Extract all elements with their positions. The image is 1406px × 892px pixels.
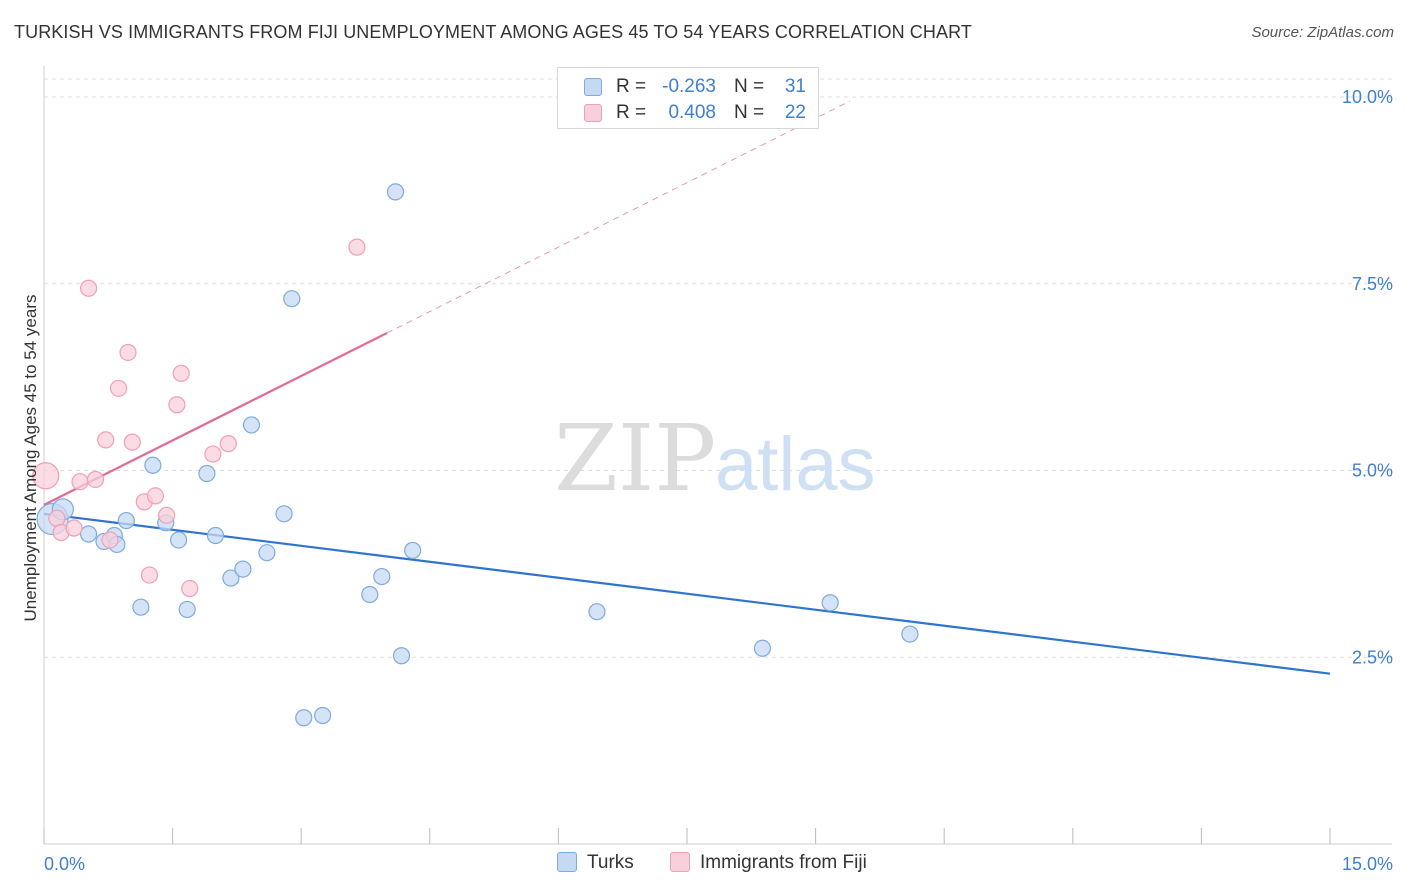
fiji-point (101, 531, 119, 549)
watermark-atlas: atlas (715, 422, 876, 507)
turks-point (170, 531, 188, 549)
fiji-point (48, 509, 66, 527)
turks-point (222, 569, 240, 587)
y-axis-label: Unemployment Among Ages 45 to 54 years (21, 295, 40, 622)
turks-swatch (584, 78, 602, 96)
turks-trend-line (43, 512, 1331, 675)
turks-point (392, 647, 411, 665)
turks-point (206, 526, 225, 545)
n-value: 22 (784, 102, 806, 123)
fiji-point (71, 473, 89, 491)
fiji-point (123, 433, 141, 451)
correlation-legend: R = -0.263 N = 31 R = 0.408 N = 22 (557, 67, 819, 129)
fiji-point (348, 238, 366, 256)
fiji-point (32, 462, 60, 490)
watermark: ZIP atlas (554, 405, 876, 512)
fiji-point (146, 487, 165, 505)
r-value: 0.408 (668, 102, 716, 123)
fiji-point (172, 364, 190, 382)
legend-item-turks[interactable]: Turks (557, 852, 634, 874)
fiji-point (157, 506, 176, 524)
fiji-point (119, 343, 137, 362)
n-label: N = (734, 76, 765, 97)
turks-point (361, 585, 379, 604)
point-layer (32, 183, 919, 727)
fiji-point (65, 519, 83, 537)
turks-swatch (557, 852, 577, 872)
turks-point (79, 525, 98, 543)
turks-point (373, 567, 391, 586)
turks-point (283, 290, 301, 308)
turks-point (821, 594, 839, 612)
fiji-swatch (584, 104, 602, 122)
legend-item-fiji[interactable]: Immigrants from Fiji (670, 852, 867, 874)
turks-point (901, 625, 919, 643)
chart-title: TURKISH VS IMMIGRANTS FROM FIJI UNEMPLOY… (14, 22, 972, 42)
turks-point (198, 464, 216, 483)
n-label: N = (734, 102, 765, 123)
turks-point (314, 706, 332, 725)
turks-point (178, 600, 196, 619)
r-value: -0.263 (662, 76, 716, 97)
turks-point (386, 183, 405, 201)
fiji-point (79, 279, 98, 297)
fiji-point (204, 445, 222, 463)
y-tick-label: 5.0% (1352, 461, 1393, 481)
fiji-trend-extension (386, 100, 851, 334)
x-tick-label: 0.0% (44, 854, 85, 874)
legend-row-turks: R = -0.263 N = 31 (558, 74, 820, 100)
turks-point (132, 598, 150, 616)
turks-point (275, 505, 293, 523)
fiji-point (86, 470, 105, 489)
legend-row-fiji: R = 0.408 N = 22 (558, 100, 820, 126)
series-legend: Turks Immigrants from Fiji (0, 850, 1406, 878)
trend-layer (43, 100, 1331, 675)
axis-layer (43, 66, 1392, 845)
fiji-swatch (670, 852, 690, 872)
turks-point (753, 639, 772, 657)
fiji-point (97, 431, 115, 449)
turks-point (258, 544, 276, 562)
source-credit: Source: ZipAtlas.com (1251, 24, 1394, 41)
turks-point (404, 541, 422, 560)
turks-point (242, 416, 261, 434)
turks-point (117, 511, 135, 530)
y-tick-label: 7.5% (1352, 274, 1393, 294)
turks-point (588, 603, 606, 621)
legend-label-turks: Turks (587, 852, 634, 873)
n-value: 31 (784, 76, 806, 97)
turks-point (144, 456, 162, 474)
r-label: R = (616, 76, 647, 97)
turks-point (295, 709, 313, 727)
r-label: R = (616, 102, 647, 123)
x-tick-label: 15.0% (1342, 854, 1393, 874)
fiji-point (181, 579, 199, 598)
turks-point (234, 560, 252, 578)
y-tick-label: 10.0% (1342, 87, 1393, 107)
fiji-point (109, 379, 128, 397)
fiji-point (168, 396, 186, 414)
legend-label-fiji: Immigrants from Fiji (700, 852, 867, 873)
watermark-zip: ZIP (554, 405, 716, 512)
y-tick-label: 2.5% (1352, 647, 1393, 667)
fiji-point (219, 435, 237, 453)
label-layer: 2.5% 5.0% 7.5% 10.0% 0.0% 15.0% (44, 87, 1393, 874)
fiji-point (140, 566, 159, 584)
